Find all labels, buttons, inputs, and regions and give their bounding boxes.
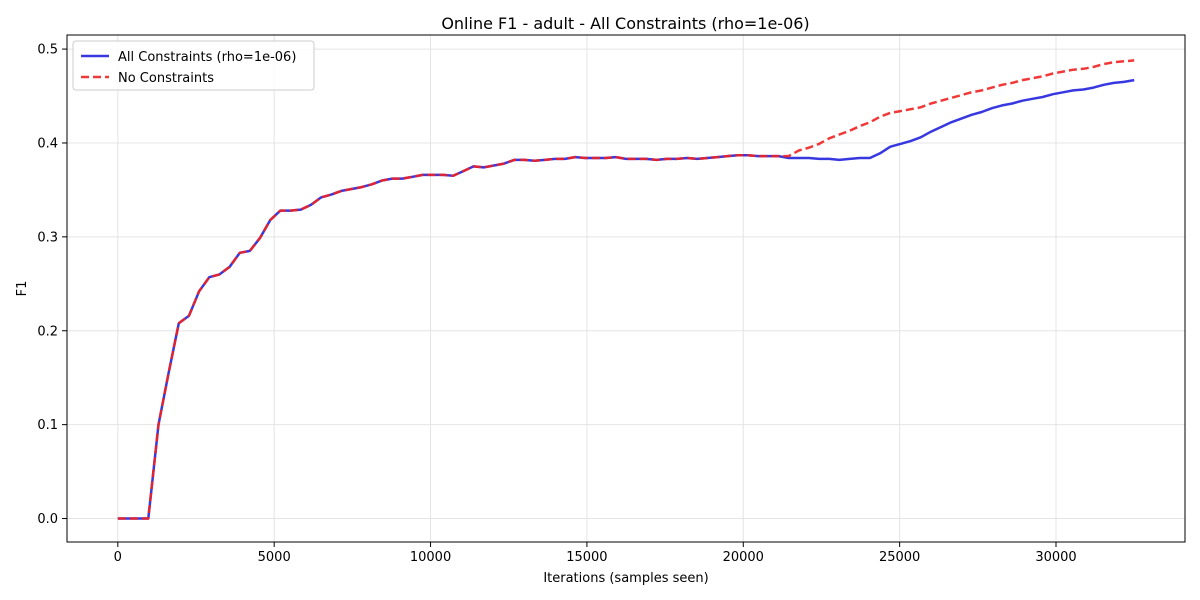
y-tick-label: 0.2 [37, 324, 58, 339]
y-axis-label: F1 [15, 281, 30, 297]
x-tick-label: 25000 [879, 550, 920, 565]
series-group [117, 59, 1135, 520]
y-tick-label: 0.4 [37, 136, 58, 151]
series-line-no-constraints [117, 59, 1135, 520]
series-line-all-constraints [117, 78, 1135, 520]
x-tick-label: 5000 [258, 550, 291, 565]
x-tick-label: 30000 [1035, 550, 1076, 565]
legend-box [72, 40, 315, 91]
legend-label-no-constraints: No Constraints [118, 71, 214, 86]
y-tick-label: 0.1 [37, 418, 58, 433]
x-tick-label: 0 [114, 550, 122, 565]
x-tick-label: 15000 [566, 550, 607, 565]
grid [67, 35, 1185, 542]
x-tick-label: 10000 [410, 550, 451, 565]
x-axis-label: Iterations (samples seen) [543, 571, 708, 586]
y-tick-label: 0.0 [37, 512, 58, 527]
legend: All Constraints (rho=1e-06) No Constrain… [72, 40, 315, 91]
plot-frame [66, 34, 1186, 543]
legend-label-all-constraints: All Constraints (rho=1e-06) [118, 50, 296, 65]
y-tick-label: 0.5 [37, 43, 58, 58]
axis-ticks: 0 5000 10000 15000 20000 25000 30000 0.0 0.1 0.2 0… [37, 43, 1076, 565]
chart-title: Online F1 - adult - All Constraints (rho… [441, 14, 809, 33]
y-tick-label: 0.3 [37, 230, 58, 245]
x-tick-label: 20000 [723, 550, 764, 565]
